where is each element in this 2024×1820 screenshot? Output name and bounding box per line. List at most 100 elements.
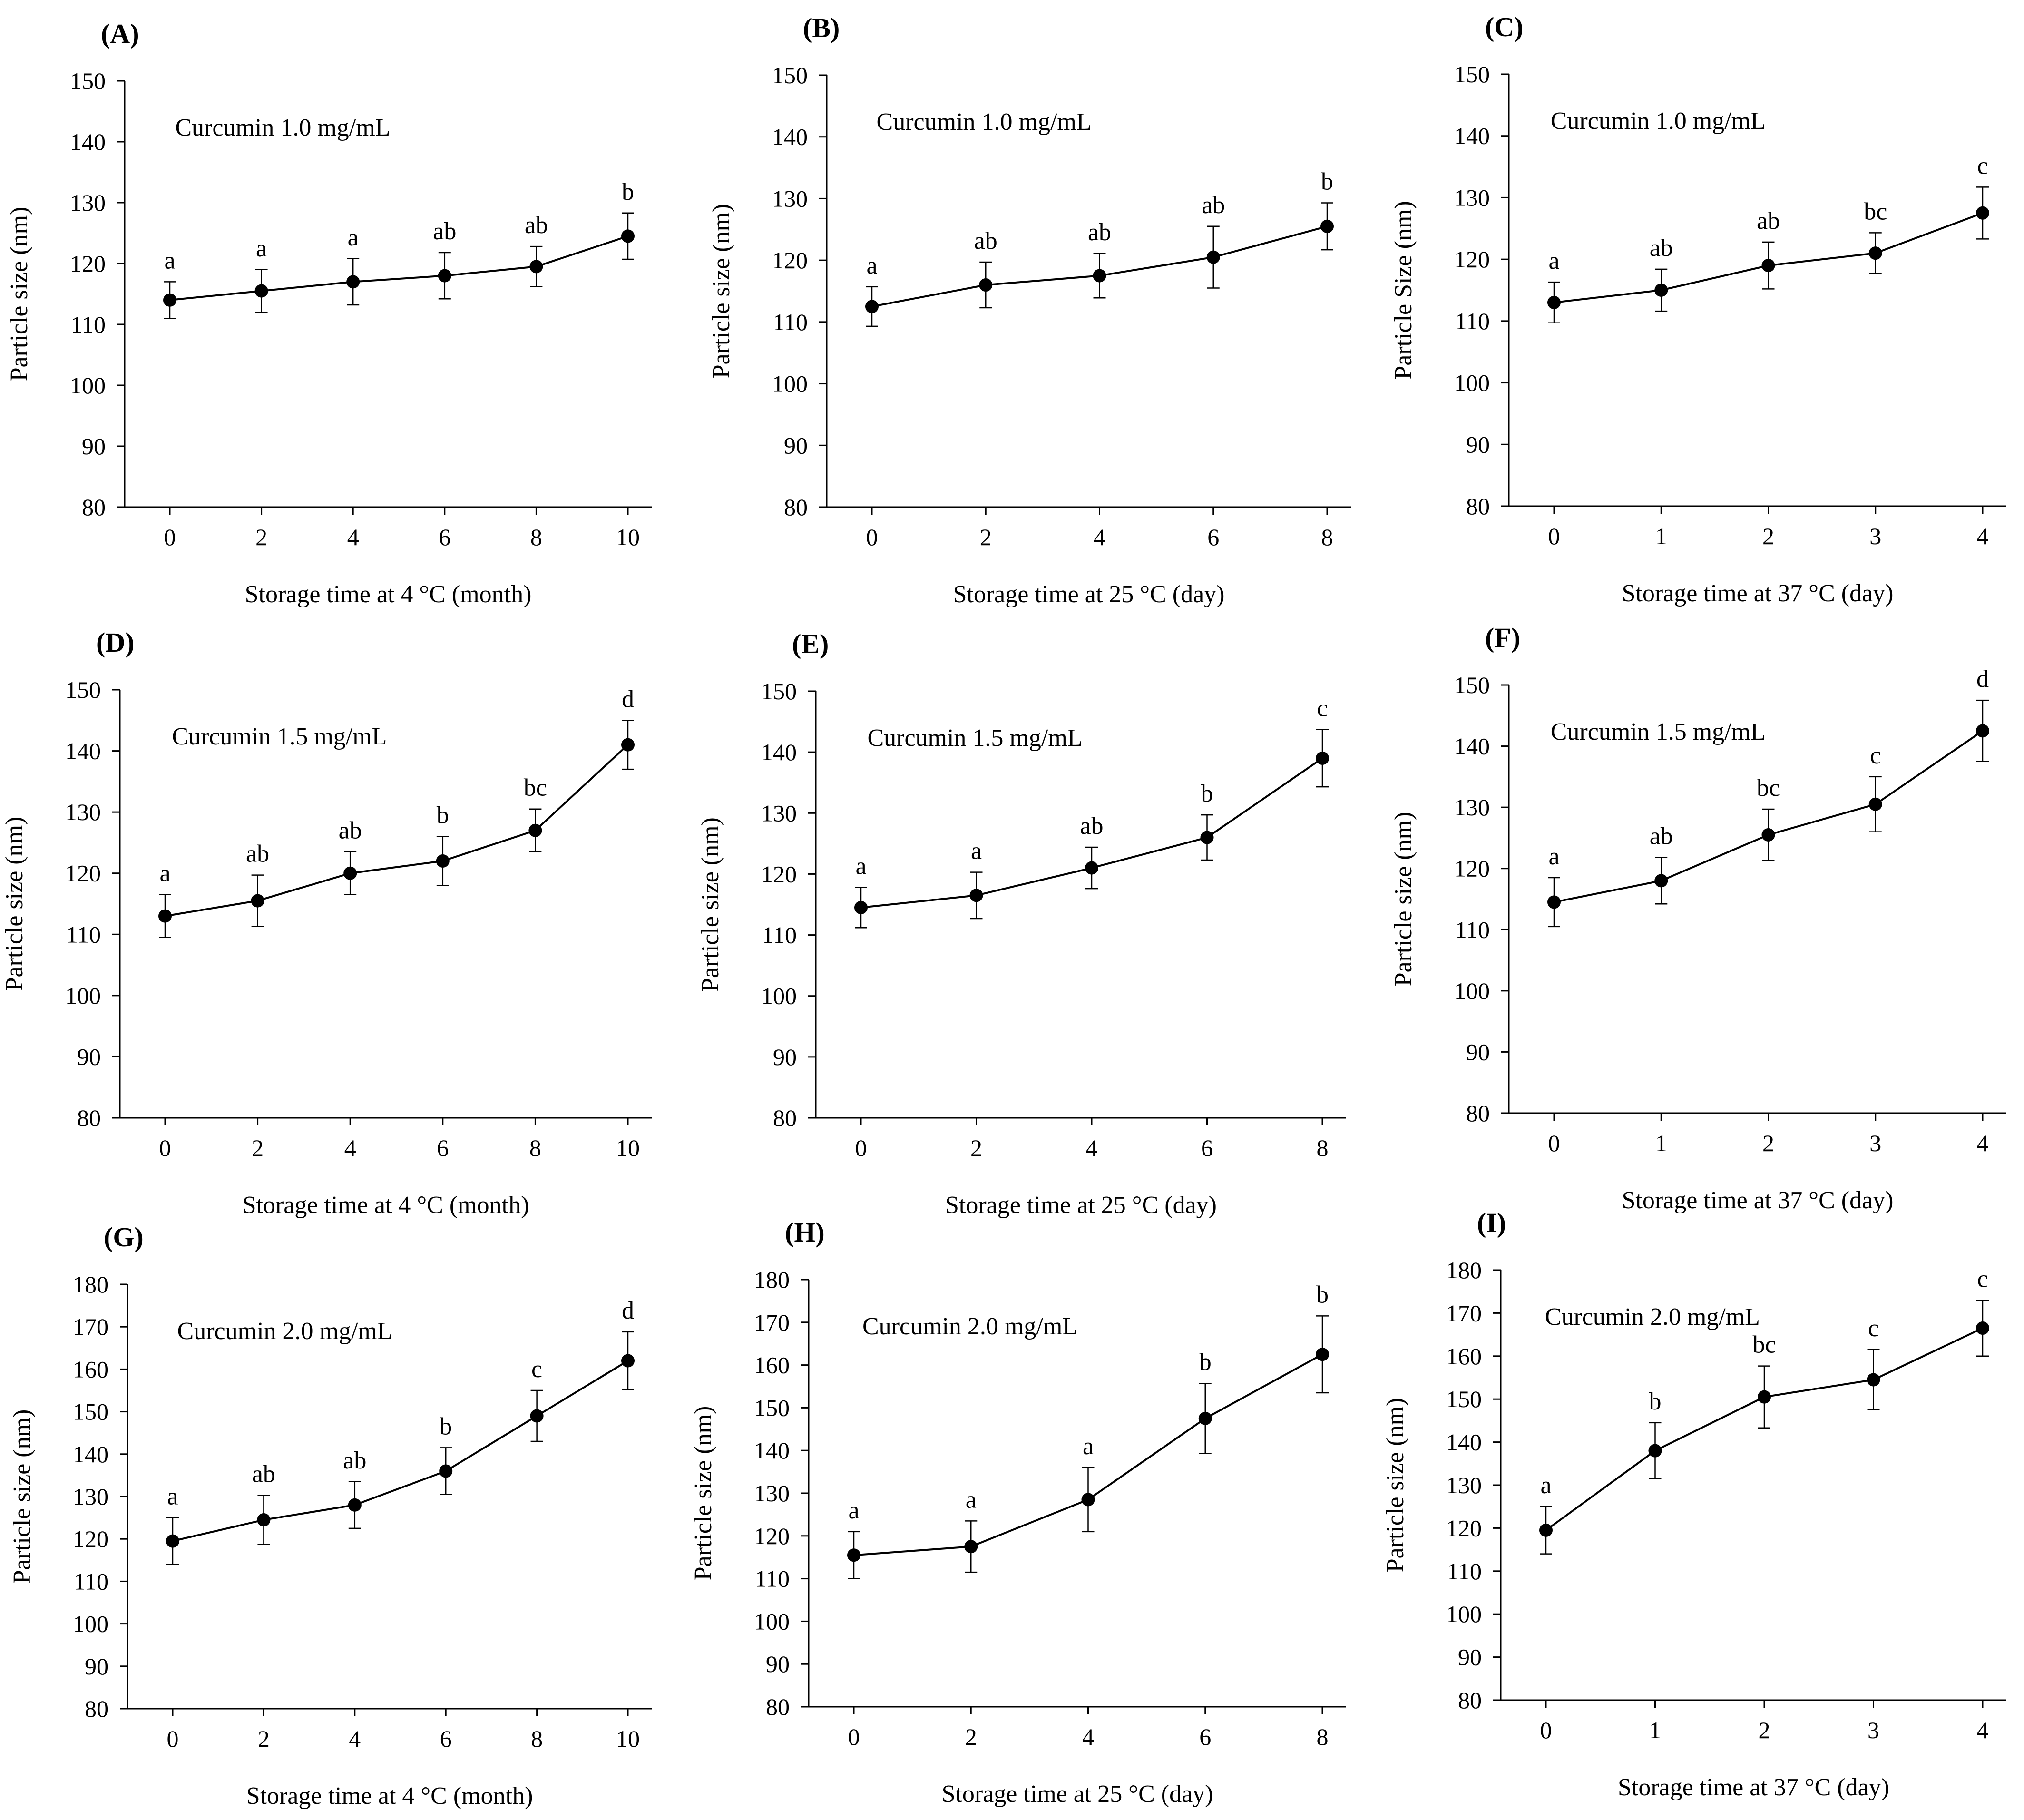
y-tick-label: 130 — [754, 1480, 790, 1507]
y-tick-label: 110 — [71, 311, 106, 338]
significance-label: c — [1870, 742, 1881, 769]
data-point — [1200, 831, 1214, 844]
data-point — [343, 866, 357, 880]
y-axis-label: Particle size (nm) — [1382, 1398, 1409, 1573]
y-tick-label: 100 — [754, 1608, 790, 1634]
y-tick-label: 90 — [773, 1044, 797, 1070]
x-tick-label: 4 — [1977, 1130, 1989, 1156]
y-tick-label: 150 — [772, 62, 808, 88]
y-tick-label: 170 — [73, 1313, 108, 1340]
significance-label: c — [531, 1356, 542, 1383]
significance-label: d — [622, 1297, 634, 1324]
significance-label: b — [440, 1413, 452, 1440]
y-tick-label: 120 — [1454, 246, 1490, 273]
x-tick-label: 4 — [344, 1135, 356, 1161]
data-point — [254, 284, 268, 298]
x-tick-label: 0 — [1548, 523, 1560, 549]
significance-label: c — [1317, 695, 1328, 722]
significance-label: ab — [525, 212, 548, 239]
chart-panel-8: (H)Curcumin 2.0 mg/mL8090100110120130140… — [690, 1217, 1346, 1808]
x-tick-label: 2 — [970, 1135, 982, 1161]
panel-letter: (B) — [803, 12, 840, 43]
data-point — [1320, 219, 1334, 233]
data-point — [1761, 259, 1775, 273]
x-tick-label: 0 — [848, 1723, 860, 1750]
y-tick-label: 90 — [1466, 1038, 1490, 1065]
data-point — [348, 1498, 362, 1512]
y-tick-label: 140 — [754, 1437, 790, 1464]
y-tick-label: 150 — [1446, 1386, 1482, 1412]
data-point — [1976, 206, 1989, 220]
chart-panel-7: (G)Curcumin 2.0 mg/mL8090100110120130140… — [9, 1222, 652, 1810]
significance-label: b — [1199, 1349, 1212, 1376]
x-tick-label: 0 — [866, 524, 878, 550]
y-tick-label: 150 — [65, 676, 101, 703]
x-tick-label: 3 — [1869, 1130, 1881, 1156]
chart-title: Curcumin 2.0 mg/mL — [177, 1318, 392, 1345]
y-tick-label: 80 — [85, 1695, 108, 1722]
x-axis-label: Storage time at 37 °C (day) — [1618, 1774, 1889, 1801]
significance-label: a — [848, 1497, 859, 1524]
x-axis-label: Storage time at 37 °C (day) — [1622, 1187, 1894, 1214]
x-tick-label: 2 — [980, 524, 992, 550]
significance-label: ab — [1088, 219, 1111, 246]
y-tick-label: 80 — [1466, 493, 1490, 519]
y-tick-label: 100 — [772, 371, 808, 397]
panel-letter: (C) — [1485, 11, 1524, 42]
chart-title: Curcumin 1.0 mg/mL — [877, 108, 1092, 136]
y-tick-label: 180 — [1446, 1257, 1482, 1283]
y-tick-label: 140 — [70, 128, 106, 155]
data-point — [1547, 295, 1561, 309]
significance-label: a — [866, 252, 877, 279]
y-tick-label: 120 — [754, 1523, 790, 1549]
panel-letter: (I) — [1477, 1207, 1506, 1238]
y-axis-label: Particle size (nm) — [1, 817, 28, 991]
y-tick-label: 80 — [773, 1105, 797, 1131]
data-point — [251, 894, 264, 908]
chart-panel-3: (C)Curcumin 1.0 mg/mL8090100110120130140… — [1390, 11, 2006, 607]
significance-label: ab — [1650, 235, 1673, 262]
data-point — [1648, 1444, 1662, 1458]
y-tick-label: 100 — [70, 372, 106, 399]
y-tick-label: 110 — [755, 1566, 790, 1592]
series-line — [172, 1360, 629, 1542]
y-tick-label: 120 — [761, 861, 797, 887]
data-point — [346, 275, 360, 289]
y-axis-label: Particle size (nm) — [697, 817, 724, 992]
y-tick-label: 130 — [65, 799, 101, 825]
x-axis-label: Storage time at 4 °C (month) — [243, 1192, 529, 1219]
x-tick-label: 4 — [347, 524, 359, 550]
y-tick-label: 160 — [73, 1356, 108, 1382]
y-tick-label: 150 — [73, 1399, 108, 1425]
data-point — [1868, 797, 1882, 811]
x-axis-label: Storage time at 4 °C (month) — [246, 1782, 533, 1810]
y-tick-label: 150 — [754, 1394, 790, 1421]
data-point — [1868, 246, 1882, 260]
chart-title: Curcumin 1.5 mg/mL — [867, 724, 1082, 752]
significance-label: c — [1977, 1265, 1988, 1292]
y-tick-label: 90 — [1458, 1644, 1482, 1671]
data-point — [1654, 284, 1668, 297]
data-point — [158, 909, 172, 923]
y-tick-label: 180 — [73, 1271, 108, 1298]
x-tick-label: 1 — [1655, 523, 1667, 549]
chart-title: Curcumin 2.0 mg/mL — [1545, 1303, 1760, 1331]
data-point — [1547, 895, 1561, 909]
panel-letter: (F) — [1485, 622, 1520, 653]
x-tick-label: 0 — [1540, 1717, 1552, 1743]
data-point — [1316, 751, 1329, 765]
data-point — [621, 1354, 635, 1368]
y-tick-label: 180 — [754, 1266, 790, 1293]
y-tick-label: 160 — [754, 1352, 790, 1379]
significance-label: d — [1976, 665, 1989, 693]
chart-panel-1: (A)Curcumin 1.0 mg/mL8090100110120130140… — [6, 18, 652, 608]
data-point — [1758, 1390, 1771, 1404]
chart-title: Curcumin 1.5 mg/mL — [1551, 718, 1766, 745]
x-tick-label: 8 — [1317, 1135, 1329, 1161]
data-point — [1206, 250, 1220, 264]
significance-label: a — [971, 838, 982, 865]
y-tick-label: 90 — [784, 432, 808, 459]
significance-label: ab — [1202, 192, 1225, 219]
y-tick-label: 120 — [772, 247, 808, 274]
data-point — [438, 269, 451, 283]
